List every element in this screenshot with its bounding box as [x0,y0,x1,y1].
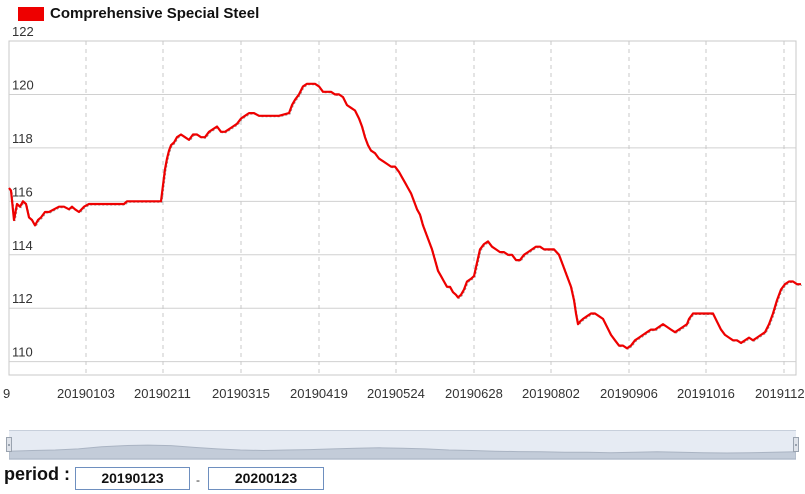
x-tick-label: 20190315 [212,386,270,401]
period-end-input[interactable]: 20200123 [208,467,324,490]
legend-label: Comprehensive Special Steel [50,5,260,22]
period-label: period : [4,464,70,484]
range-navigator[interactable] [8,430,797,460]
x-tick-label: 20190906 [600,386,658,401]
chart-series [8,82,802,350]
y-tick-label: 110 [12,345,33,360]
navigator-area [8,444,797,460]
x-tick-label: 20190419 [290,386,348,401]
x-tick-label: 9 [3,386,10,401]
period-start-input[interactable]: 20190123 [75,467,190,490]
x-tick-label: 20190524 [367,386,425,401]
x-tick-label: 20190103 [57,386,115,401]
y-tick-label: 120 [12,77,34,92]
x-tick-label: 20190802 [522,386,580,401]
y-tick-label: 116 [12,184,33,199]
chart-grid [8,40,797,376]
y-axis-tick-labels: 110 112 114 116 118 120 122 [12,24,34,360]
navigator-left-handle[interactable] [6,437,12,452]
x-tick-label: 20190628 [445,386,503,401]
y-tick-label: 118 [12,131,33,146]
plot-frame [8,40,797,376]
y-tick-label: 112 [12,291,33,306]
x-tick-label: 20191016 [677,386,735,401]
x-axis-tick-labels: 9 20190103 20190211 20190315 20190419 2019052… [3,386,805,401]
y-tick-label: 114 [12,238,33,253]
navigator-right-handle[interactable] [793,437,799,452]
x-tick-label: 20190211 [134,386,191,401]
navigator-preview [8,444,797,460]
legend-swatch [18,7,44,21]
period-separator: - [196,473,200,487]
x-tick-label: 20191125 [755,386,805,401]
y-tick-label: 122 [12,24,34,39]
series-line [8,82,801,350]
